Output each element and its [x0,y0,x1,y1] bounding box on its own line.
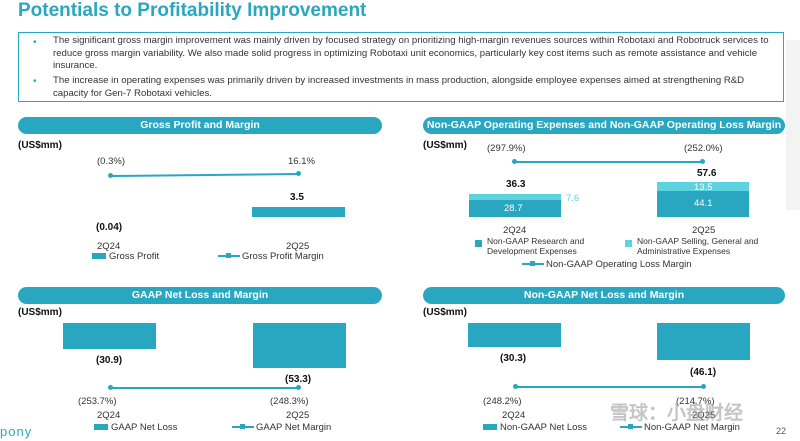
legend-rd: Non-GAAP Research and Development Expens… [487,236,585,256]
value-label: 3.5 [290,192,304,203]
bar-sga-2q24 [469,194,561,200]
value-label: (0.04) [96,222,123,233]
legend-bar: Non-GAAP Net Loss [483,422,587,433]
bar-2q25 [657,323,750,360]
legend-swatch [483,424,497,431]
legend-swatch [92,253,106,260]
period-label: 2Q25 [286,241,310,252]
period-label: 2Q25 [692,410,716,421]
legend-swatch [94,424,108,431]
margin-point [296,385,301,390]
bar-2q24 [468,323,561,347]
summary-box: • The significant gross margin improveme… [18,32,784,102]
legend-line: GAAP Net Margin [232,422,331,433]
bullet-1: The significant gross margin improvement… [53,35,769,71]
total-label: 57.6 [697,168,717,179]
margin-label: (297.9%) [487,143,526,154]
legend-line-marker [232,424,254,430]
watermark: 雪球：小盘财经 [610,403,744,424]
margin-label: (248.3%) [270,396,309,407]
legend-label: Non-GAAP Operating Loss Margin [546,259,692,270]
period-label: 2Q24 [97,410,121,421]
unit-label: (US$mm) [18,140,62,151]
page-number: 22 [776,426,787,436]
margin-line [516,386,704,388]
unit-label: (US$mm) [423,307,467,318]
bar-sga-2q25 [657,182,749,191]
margin-label: (253.7%) [78,396,117,407]
legend-sga: Non-GAAP Selling, General and Administra… [637,236,759,256]
bar-rd-2q24 [469,200,561,217]
sga-label: 13.5 [694,182,713,193]
legend-swatch-sga [625,240,632,247]
chart-title-gaap-loss: GAAP Net Loss and Margin [18,287,382,304]
side-strip [786,40,800,210]
margin-point [296,171,301,176]
value-label: (30.9) [96,355,123,366]
unit-label: (US$mm) [423,140,467,151]
bar-rd-2q25 [657,191,749,217]
period-label: 2Q25 [692,225,716,236]
legend-bar: GAAP Net Loss [94,422,177,433]
legend-label: GAAP Net Margin [256,422,332,433]
period-label: 2Q24 [503,225,527,236]
margin-label: (252.0%) [684,143,723,154]
legend-bar: Gross Profit [92,251,159,262]
margin-point [108,173,113,178]
sga-label: 7.6 [566,193,580,204]
legend-line: Gross Profit Margin [218,251,324,262]
chart-title-nongaap-loss: Non-GAAP Net Loss and Margin [423,287,785,304]
margin-point [700,159,705,164]
rd-label: 28.7 [504,203,523,214]
legend-line: Non-GAAP Net Margin [620,422,740,433]
legend-line-marker [218,253,240,259]
unit-label: (US$mm) [18,307,62,318]
bullet-marker: • [33,76,37,87]
margin-line [110,173,300,177]
value-label: (30.3) [500,353,527,364]
margin-point [513,384,518,389]
page-title: Potentials to Profitability Improvement [18,0,367,21]
legend-line-marker [620,424,642,430]
margin-label: 16.1% [288,156,315,167]
margin-point [701,384,706,389]
rd-label: 44.1 [694,198,713,209]
period-label: 2Q25 [286,410,310,421]
chart-title-nongaap-opex: Non-GAAP Operating Expenses and Non-GAAP… [423,117,785,134]
legend-label: Non-GAAP Net Loss [500,422,587,433]
margin-line [111,387,299,389]
legend-swatch-rd [475,240,482,247]
legend-label: Non-GAAP Net Margin [644,422,740,433]
bar-2q25 [253,323,346,368]
total-label: 36.3 [506,179,526,190]
bullet-2: The increase in operating expenses was p… [53,75,745,99]
chart-title-gross: Gross Profit and Margin [18,117,382,134]
margin-label: (248.2%) [483,396,522,407]
margin-point [512,159,517,164]
margin-label: (0.3%) [97,156,125,167]
legend-label: GAAP Net Loss [111,422,178,433]
legend-label: Gross Profit Margin [242,251,324,262]
value-label: (46.1) [690,367,717,378]
period-label: 2Q24 [97,241,121,252]
legend-line-marker [522,261,544,267]
value-label: (53.3) [285,374,312,385]
company-logo: pony [0,424,33,439]
margin-label: (214.7%) [676,396,715,407]
period-label: 2Q24 [502,410,526,421]
legend-label: Gross Profit [109,251,160,262]
margin-line [514,161,702,163]
margin-point [108,385,113,390]
bar-2q24 [63,323,156,349]
bar-2q25 [252,207,345,217]
bullet-marker: • [33,37,37,48]
legend-line: Non-GAAP Operating Loss Margin [522,259,692,270]
